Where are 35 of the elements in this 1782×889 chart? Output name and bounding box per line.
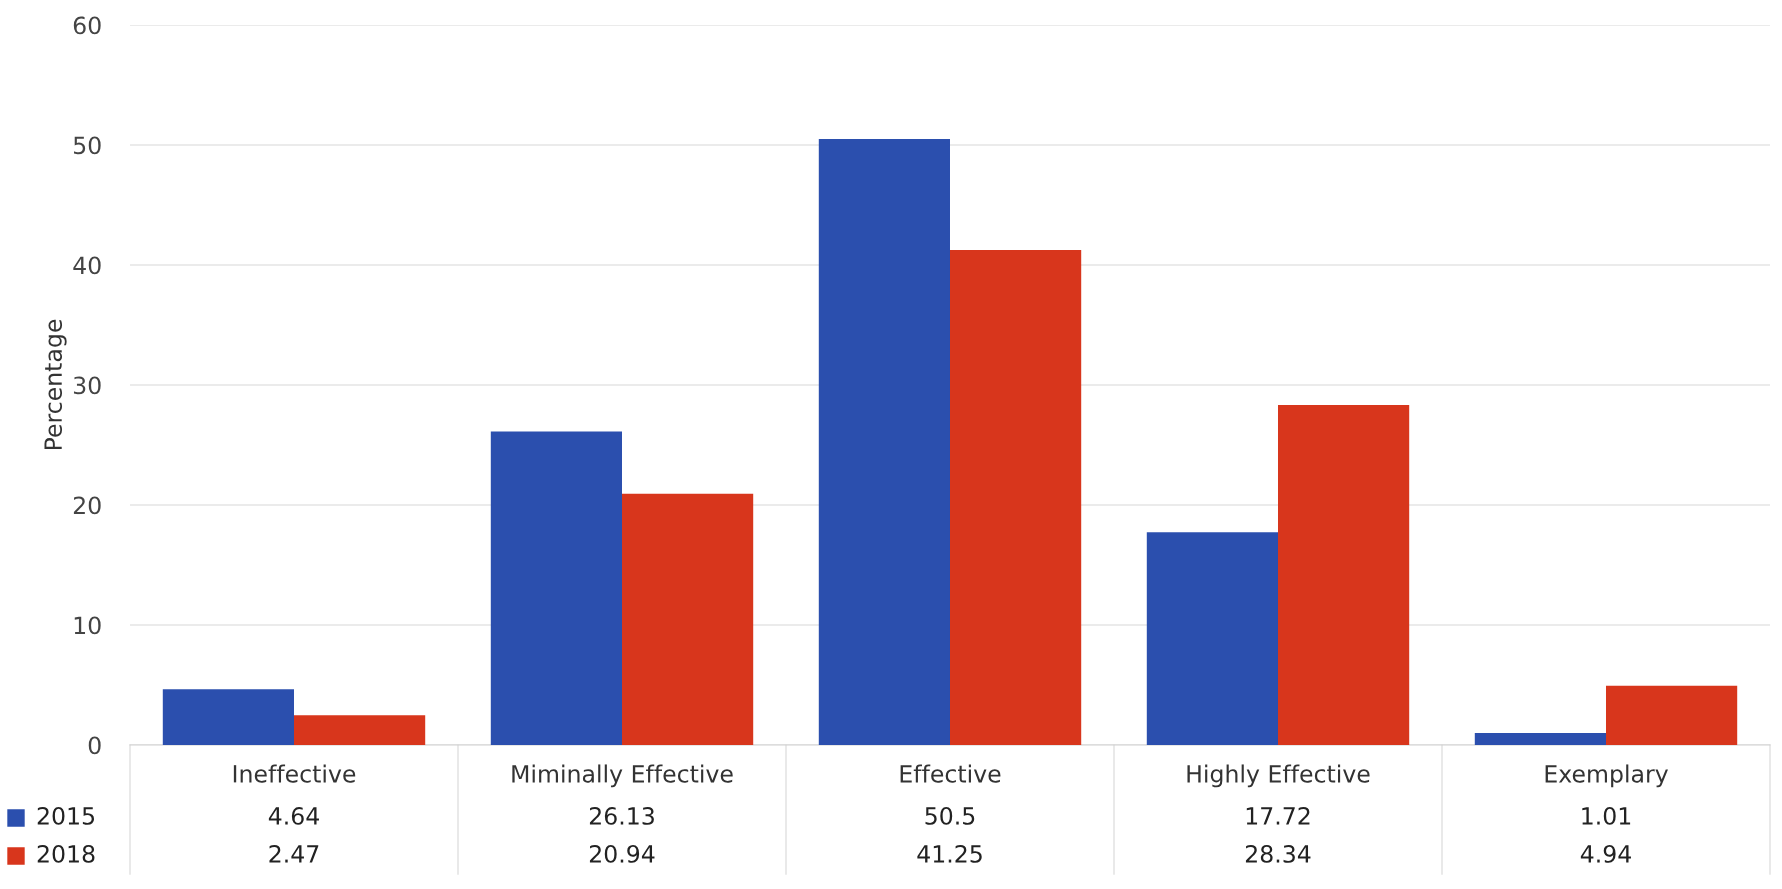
- y-tick-label: 20: [73, 496, 101, 515]
- y-tick-label: 0: [88, 736, 101, 755]
- data-label: 1.01: [1582, 806, 1631, 825]
- bar: [950, 250, 1082, 745]
- x-tick-label: Miminally Effective: [512, 764, 733, 788]
- bar: [294, 715, 426, 745]
- y-tick-label: 10: [74, 616, 101, 635]
- data-label: 26.13: [589, 806, 654, 825]
- data-label: 50.5: [925, 806, 975, 825]
- bar: [622, 493, 754, 745]
- y-tick-label: 50: [74, 136, 101, 155]
- bar: [1278, 404, 1410, 745]
- bar: [1146, 532, 1278, 745]
- y-tick-label: 30: [73, 376, 101, 395]
- x-tick-label: Effective: [900, 764, 1001, 783]
- bar: [162, 689, 294, 745]
- legend-label: 2018: [37, 844, 95, 863]
- y-axis-title: Percentage: [44, 319, 67, 450]
- data-label: 2.47: [269, 844, 319, 863]
- bar: [1606, 685, 1738, 745]
- y-tick-label: 40: [73, 256, 101, 275]
- bar: [490, 431, 622, 745]
- y-tick-label: 60: [73, 16, 101, 35]
- x-tick-label: Highly Effective: [1187, 764, 1370, 788]
- x-tick-label: Exemplary: [1545, 764, 1668, 788]
- data-label: 4.64: [268, 806, 319, 825]
- data-label: 17.72: [1246, 806, 1310, 825]
- x-tick-label: Ineffective: [233, 764, 356, 783]
- legend-label: 2015: [37, 806, 95, 825]
- bar: [818, 139, 950, 745]
- data-label: 20.94: [589, 844, 655, 863]
- data-label: 41.25: [917, 844, 982, 863]
- data-label: 28.34: [1245, 844, 1311, 863]
- bar: [1474, 732, 1606, 745]
- data-label: 4.94: [1580, 844, 1631, 863]
